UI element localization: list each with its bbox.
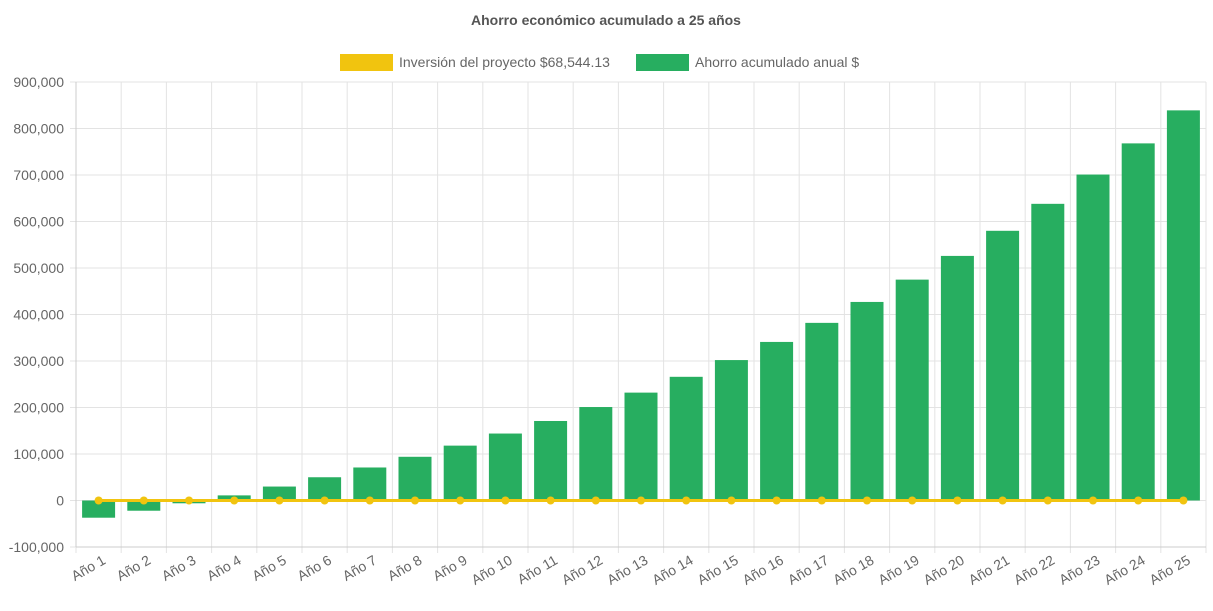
legend-item-ahorro[interactable]: Ahorro acumulado anual $ <box>636 54 859 71</box>
x-tick-label: Año 6 <box>294 552 334 584</box>
line-point-inversion[interactable] <box>1134 496 1143 505</box>
y-tick-label: 900,000 <box>13 74 64 90</box>
y-tick-label: 100,000 <box>13 446 64 462</box>
grid-layer <box>70 81 1207 553</box>
line-point-inversion[interactable] <box>365 496 374 505</box>
y-tick-label: -100,000 <box>9 539 64 555</box>
bar-ahorro[interactable] <box>624 392 658 501</box>
line-point-inversion[interactable] <box>727 496 736 505</box>
x-tick-label: Año 22 <box>1011 552 1058 588</box>
line-point-inversion[interactable] <box>546 496 555 505</box>
bar-ahorro[interactable] <box>895 279 929 501</box>
line-point-inversion[interactable] <box>998 496 1007 505</box>
chart-title: Ahorro económico acumulado a 25 años <box>471 12 741 28</box>
x-tick-label: Año 1 <box>68 552 108 584</box>
line-point-inversion[interactable] <box>1089 496 1097 505</box>
bar-ahorro[interactable] <box>398 456 432 501</box>
y-tick-label: 400,000 <box>13 307 64 323</box>
line-point-inversion[interactable] <box>411 496 419 505</box>
x-tick-label: Año 16 <box>740 552 787 588</box>
bar-ahorro[interactable] <box>488 433 522 501</box>
legend-item-inversion[interactable]: Inversión del proyecto $68,544.13 <box>340 54 610 71</box>
y-tick-label: 600,000 <box>13 214 64 230</box>
line-point-inversion[interactable] <box>953 496 962 505</box>
bar-ahorro[interactable] <box>534 420 568 501</box>
x-tick-label: Año 24 <box>1101 552 1148 588</box>
line-point-inversion[interactable] <box>501 496 510 505</box>
x-tick-label: Año 18 <box>830 552 877 588</box>
y-tick-label: 300,000 <box>13 353 64 369</box>
bar-ahorro[interactable] <box>850 301 884 501</box>
line-point-inversion[interactable] <box>863 496 871 505</box>
x-tick-label: Año 15 <box>694 552 741 588</box>
x-tick-label: Año 8 <box>385 552 425 584</box>
x-tick-label: Año 7 <box>340 552 380 584</box>
line-point-inversion[interactable] <box>139 496 148 505</box>
x-tick-label: Año 25 <box>1146 552 1193 588</box>
bar-ahorro[interactable] <box>986 230 1020 501</box>
bar-ahorro[interactable] <box>443 445 477 501</box>
bar-ahorro[interactable] <box>1076 174 1110 501</box>
line-point-inversion[interactable] <box>1043 496 1052 505</box>
line-point-inversion[interactable] <box>320 496 329 505</box>
bar-ahorro[interactable] <box>1031 203 1065 501</box>
y-axis-ticks: -100,000 0 100,000 200,000 300,000 400,000 500… <box>9 74 64 555</box>
bar-ahorro[interactable] <box>760 341 794 501</box>
x-tick-label: Año 21 <box>966 552 1013 588</box>
line-point-inversion[interactable] <box>230 496 239 505</box>
x-tick-label: Año 9 <box>430 552 470 584</box>
x-tick-label: Año 3 <box>159 552 199 584</box>
bar-ahorro[interactable] <box>1121 143 1155 501</box>
line-point-inversion[interactable] <box>456 496 465 505</box>
x-tick-label: Año 12 <box>559 552 606 588</box>
bar-ahorro[interactable] <box>940 255 974 501</box>
line-point-inversion[interactable] <box>817 496 826 505</box>
y-tick-label: 700,000 <box>13 167 64 183</box>
line-point-inversion[interactable] <box>772 496 781 505</box>
legend-label-ahorro: Ahorro acumulado anual $ <box>695 54 859 70</box>
bar-ahorro[interactable] <box>579 407 613 501</box>
x-tick-label: Año 2 <box>114 552 154 584</box>
x-tick-label: Año 20 <box>920 552 967 588</box>
line-point-inversion[interactable] <box>591 496 600 505</box>
y-tick-label: 500,000 <box>13 260 64 276</box>
line-point-inversion[interactable] <box>275 496 284 505</box>
x-tick-label: Año 13 <box>604 552 651 588</box>
line-point-inversion[interactable] <box>1179 496 1188 505</box>
legend-swatch-inversion <box>340 54 393 71</box>
bar-ahorro[interactable] <box>805 322 839 501</box>
y-tick-label: 0 <box>56 493 64 509</box>
line-point-inversion[interactable] <box>185 496 193 505</box>
x-tick-label: Año 19 <box>875 552 922 588</box>
bar-ahorro[interactable] <box>1166 110 1200 501</box>
legend-swatch-ahorro <box>636 54 689 71</box>
line-point-inversion[interactable] <box>637 496 645 505</box>
bar-ahorro[interactable] <box>669 376 703 501</box>
bar-ahorro[interactable] <box>353 467 387 501</box>
x-tick-label: Año 23 <box>1056 552 1103 588</box>
y-tick-label: 200,000 <box>13 400 64 416</box>
x-axis-ticks: Año 1 Año 2 Año 3 Año 4 Año 5 Año 6 Año 7 Año 8… <box>68 552 1193 588</box>
x-tick-label: Año 14 <box>649 552 696 588</box>
bar-ahorro[interactable] <box>714 360 748 501</box>
bar-ahorro[interactable] <box>82 500 116 518</box>
bar-series <box>82 110 1200 518</box>
x-tick-label: Año 11 <box>515 552 561 588</box>
line-point-inversion[interactable] <box>94 496 103 505</box>
x-tick-label: Año 4 <box>204 552 244 584</box>
x-tick-label: Año 5 <box>249 552 289 584</box>
legend: Inversión del proyecto $68,544.13 Ahorro… <box>340 54 859 71</box>
x-tick-label: Año 17 <box>785 552 832 588</box>
bar-ahorro[interactable] <box>308 477 342 501</box>
bar-ahorro[interactable] <box>127 500 161 511</box>
line-point-inversion[interactable] <box>908 496 917 505</box>
bar-ahorro[interactable] <box>262 486 296 501</box>
legend-label-inversion: Inversión del proyecto $68,544.13 <box>399 54 610 70</box>
x-tick-label: Año 10 <box>468 552 515 588</box>
line-point-inversion[interactable] <box>682 496 691 505</box>
line-series <box>94 496 1188 505</box>
y-tick-label: 800,000 <box>13 121 64 137</box>
